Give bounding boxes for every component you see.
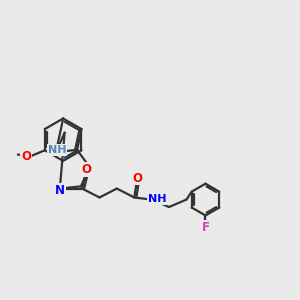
Text: N: N — [55, 184, 65, 196]
Text: NH: NH — [148, 194, 166, 204]
Text: O: O — [21, 150, 31, 163]
Text: F: F — [202, 220, 209, 234]
Text: NH: NH — [48, 145, 66, 155]
Text: O: O — [82, 163, 92, 176]
Text: O: O — [132, 172, 142, 184]
